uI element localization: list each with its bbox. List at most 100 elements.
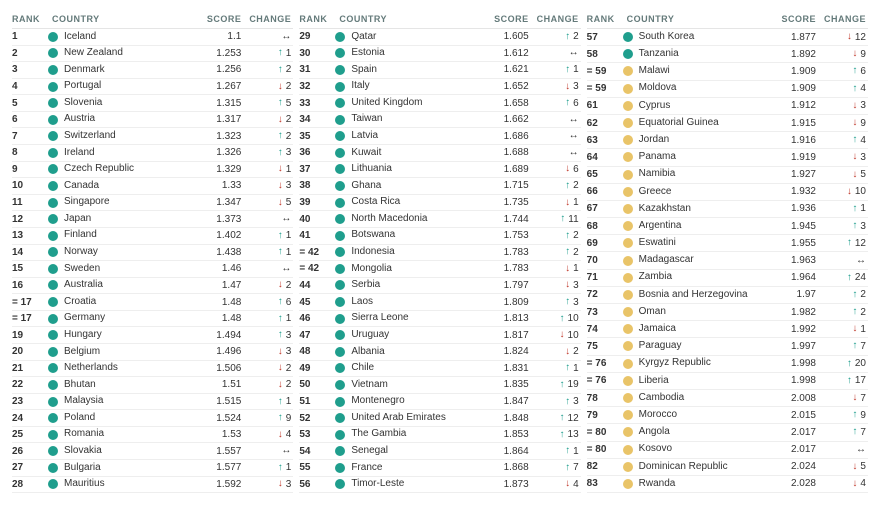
tier-dot-icon [623, 204, 633, 214]
up-arrow-icon: ↑ [278, 247, 283, 257]
table-row: 57South Korea1.877↓12 [587, 29, 868, 46]
tier-dot-icon [335, 48, 345, 58]
table-row: 54Senegal1.864↑1 [299, 443, 580, 460]
table-row: 47Uruguay1.817↓10 [299, 327, 580, 344]
cell-country: Slovakia [64, 446, 197, 457]
tier-dot-icon [335, 463, 345, 473]
cell-rank: 8 [12, 147, 48, 158]
cell-score: 1.945 [772, 221, 816, 232]
cell-country: Spain [351, 65, 484, 76]
tier-dot-icon [48, 446, 58, 456]
tier-dot-icon [335, 65, 345, 75]
cell-change: ↑1 [241, 396, 293, 407]
cell-change: ↓1 [816, 324, 868, 335]
tier-dot-icon [48, 164, 58, 174]
cell-country: Switzerland [64, 131, 197, 142]
up-arrow-icon: ↑ [852, 427, 857, 437]
cell-score: 1.612 [485, 48, 529, 59]
cell-change: ↑6 [816, 66, 868, 77]
change-value: 2 [860, 307, 866, 318]
cell-score: 1.892 [772, 49, 816, 60]
change-value: 13 [568, 429, 579, 440]
cell-country: Bulgaria [64, 463, 197, 474]
header-country: COUNTRY [623, 14, 772, 24]
table-row: 27Bulgaria1.577↑1 [12, 460, 293, 477]
cell-rank: 26 [12, 446, 48, 457]
cell-score: 1.915 [772, 118, 816, 129]
cell-change: ↑7 [816, 341, 868, 352]
cell-rank: 15 [12, 263, 48, 274]
cell-score: 2.028 [772, 478, 816, 489]
cell-country: Mongolia [351, 264, 484, 275]
cell-score: 1.689 [485, 164, 529, 175]
cell-country: Liberia [639, 376, 772, 387]
up-arrow-icon: ↑ [565, 297, 570, 307]
cell-score: 1.998 [772, 358, 816, 369]
cell-change: ↔ [241, 446, 293, 456]
change-value: 1 [573, 64, 579, 75]
cell-change: ↑4 [816, 83, 868, 94]
cell-rank: 44 [299, 280, 335, 291]
cell-rank: 30 [299, 48, 335, 59]
down-arrow-icon: ↓ [560, 330, 565, 340]
tier-dot-icon [48, 148, 58, 158]
cell-country: Vietnam [351, 380, 484, 391]
flat-arrow-icon: ↔ [569, 131, 579, 141]
up-arrow-icon: ↑ [852, 66, 857, 76]
cell-rank: 3 [12, 64, 48, 75]
cell-score: 2.008 [772, 393, 816, 404]
cell-change: ↑12 [816, 238, 868, 249]
cell-score: 1.813 [485, 313, 529, 324]
cell-score: 1.323 [197, 131, 241, 142]
header-score: SCORE [772, 14, 816, 24]
change-value: 1 [286, 247, 292, 258]
cell-score: 1.33 [197, 180, 241, 191]
cell-change: ↓5 [241, 197, 293, 208]
cell-country: Namibia [639, 169, 772, 180]
cell-change: ↑7 [529, 462, 581, 473]
table-row: 52United Arab Emirates1.848↑12 [299, 410, 580, 427]
cell-score: 1.494 [197, 330, 241, 341]
tier-dot-icon [623, 341, 633, 351]
cell-rank: 52 [299, 413, 335, 424]
cell-rank: 53 [299, 429, 335, 440]
tier-dot-icon [335, 214, 345, 224]
cell-rank: 67 [587, 203, 623, 214]
tier-dot-icon [335, 397, 345, 407]
tier-dot-icon [335, 198, 345, 208]
cell-change: ↑3 [241, 147, 293, 158]
cell-change: ↓9 [816, 118, 868, 129]
up-arrow-icon: ↑ [847, 376, 852, 386]
cell-score: 1.317 [197, 114, 241, 125]
cell-country: Ghana [351, 181, 484, 192]
down-arrow-icon: ↓ [278, 198, 283, 208]
tier-dot-icon [335, 314, 345, 324]
cell-score: 1.936 [772, 203, 816, 214]
tier-dot-icon [335, 148, 345, 158]
up-arrow-icon: ↑ [278, 65, 283, 75]
tier-dot-icon [623, 170, 633, 180]
cell-rank: 70 [587, 255, 623, 266]
cell-country: Kyrgyz Republic [639, 358, 772, 369]
table-row: 1Iceland1.1↔ [12, 29, 293, 46]
cell-country: Taiwan [351, 114, 484, 125]
table-row: = 59Moldova1.909↑4 [587, 81, 868, 98]
tier-dot-icon [48, 463, 58, 473]
tier-dot-icon [48, 397, 58, 407]
table-column-2: RANKCOUNTRYSCORECHANGE29Qatar1.605↑230Es… [299, 14, 580, 493]
table-row: 63Jordan1.916↑4 [587, 132, 868, 149]
change-value: 9 [860, 49, 866, 60]
header-rank: RANK [299, 14, 335, 24]
change-value: 9 [860, 410, 866, 421]
down-arrow-icon: ↓ [565, 347, 570, 357]
down-arrow-icon: ↓ [278, 363, 283, 373]
up-arrow-icon: ↑ [852, 221, 857, 231]
change-value: 4 [860, 135, 866, 146]
tier-dot-icon [623, 376, 633, 386]
cell-score: 1.955 [772, 238, 816, 249]
up-arrow-icon: ↑ [560, 314, 565, 324]
change-value: 3 [860, 152, 866, 163]
table-row: 16Australia1.47↓2 [12, 278, 293, 295]
tier-dot-icon [335, 479, 345, 489]
table-row: 26Slovakia1.557↔ [12, 443, 293, 460]
